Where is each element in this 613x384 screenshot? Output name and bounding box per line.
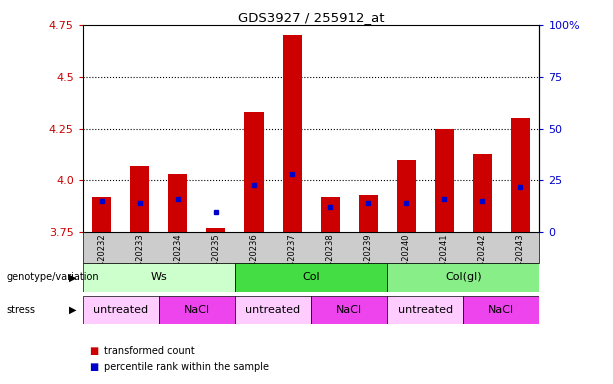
Bar — [387, 296, 463, 324]
Bar — [283, 35, 302, 232]
Text: Ws: Ws — [151, 272, 167, 283]
Bar — [321, 197, 340, 232]
Text: Col: Col — [302, 272, 320, 283]
Bar — [235, 263, 387, 292]
Text: Col(gl): Col(gl) — [445, 272, 482, 283]
Title: GDS3927 / 255912_at: GDS3927 / 255912_at — [238, 11, 384, 24]
Bar — [93, 197, 112, 232]
Bar — [387, 263, 539, 292]
Bar — [235, 296, 311, 324]
Text: ■: ■ — [89, 346, 98, 356]
Text: transformed count: transformed count — [104, 346, 195, 356]
Text: untreated: untreated — [93, 305, 148, 315]
Bar — [359, 195, 378, 232]
Bar — [463, 296, 539, 324]
Text: NaCl: NaCl — [336, 305, 362, 315]
Text: untreated: untreated — [245, 305, 300, 315]
Bar — [397, 160, 416, 232]
Bar — [83, 296, 159, 324]
Text: ▶: ▶ — [69, 305, 77, 315]
Text: percentile rank within the sample: percentile rank within the sample — [104, 362, 269, 372]
Bar — [245, 112, 264, 232]
Bar — [169, 174, 188, 232]
Bar — [159, 296, 235, 324]
Bar — [311, 296, 387, 324]
Bar — [131, 166, 150, 232]
Text: ■: ■ — [89, 362, 98, 372]
Text: stress: stress — [6, 305, 35, 315]
Text: genotype/variation: genotype/variation — [6, 272, 99, 283]
Text: untreated: untreated — [398, 305, 453, 315]
Bar — [83, 263, 235, 292]
Text: ▶: ▶ — [69, 272, 77, 283]
Bar — [435, 129, 454, 232]
Bar — [207, 228, 226, 232]
Text: NaCl: NaCl — [489, 305, 514, 315]
Bar — [511, 118, 530, 232]
Text: NaCl: NaCl — [184, 305, 210, 315]
Bar — [473, 154, 492, 232]
